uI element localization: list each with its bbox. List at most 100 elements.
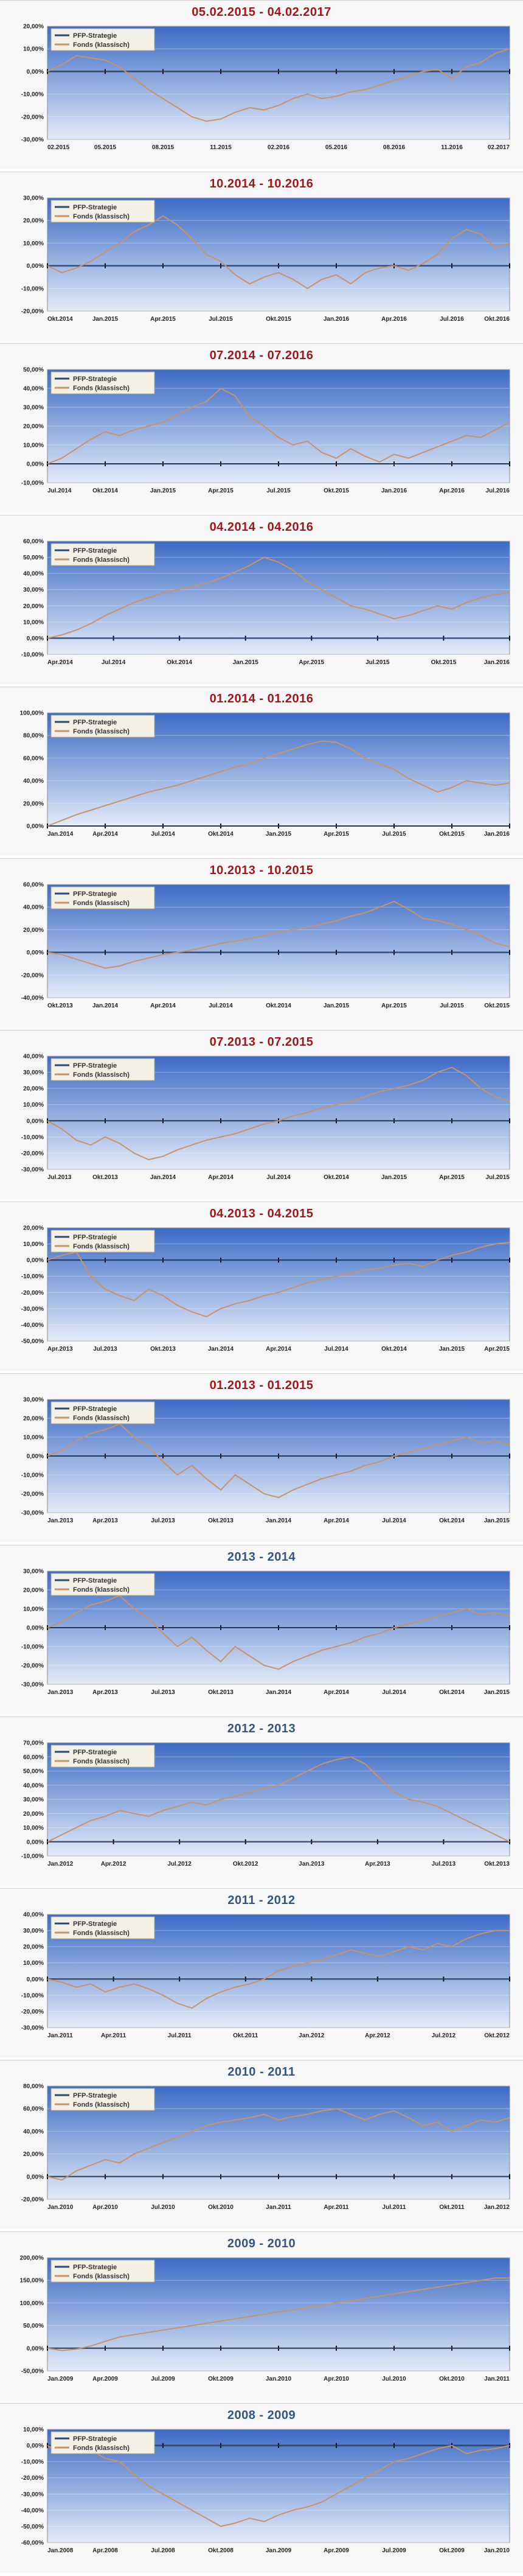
y-tick-label: 100,00% xyxy=(20,710,44,717)
x-tick-label: Apr.2010 xyxy=(324,2376,349,2382)
y-tick-label: 10,00% xyxy=(23,1102,44,1108)
y-tick-label: 0,00% xyxy=(27,950,44,956)
legend: PFP-Strategie Fonds (klassisch) xyxy=(50,1230,155,1253)
y-tick-label: 20,00% xyxy=(23,1225,44,1232)
y-tick-label: 30,00% xyxy=(23,405,44,411)
y-tick-label: -50,00% xyxy=(21,2368,44,2375)
x-tick-label: Jul.2014 xyxy=(209,1003,233,1009)
x-tick-label: Jul.2008 xyxy=(151,2547,175,2554)
legend: PFP-Strategie Fonds (klassisch) xyxy=(50,2088,155,2111)
y-tick-label: 20,00% xyxy=(23,2151,44,2158)
chart-panel: 04.2013 - 04.2015 20,00% 10,00% 0,00% -10,00… xyxy=(0,1202,523,1371)
y-tick-label: 20,00% xyxy=(23,1811,44,1818)
chart-panel: 2013 - 2014 30,00% 20,00% 10,00% 0,00% -10,00… xyxy=(0,1545,523,1714)
y-tick-label: 20,00% xyxy=(23,1587,44,1594)
legend: PFP-Strategie Fonds (klassisch) xyxy=(50,2431,155,2454)
y-tick-label: 10,00% xyxy=(23,1241,44,1248)
y-tick-label: 20,00% xyxy=(23,1416,44,1423)
y-tick-label: -10,00% xyxy=(21,652,44,659)
x-tick-label: Jul.2014 xyxy=(382,1517,406,1524)
legend-label: Fonds (klassisch) xyxy=(73,1758,130,1765)
x-tick-label: 02.2016 xyxy=(268,144,290,151)
x-tick-label: Jan.2014 xyxy=(266,1689,292,1696)
y-tick-label: 20,00% xyxy=(23,24,44,30)
x-tick-label: Jul.2013 xyxy=(93,1346,117,1353)
x-tick-label: Jul.2012 xyxy=(432,2032,456,2039)
y-tick-label: -30,00% xyxy=(21,1682,44,1689)
legend-label: PFP-Strategie xyxy=(73,1749,117,1756)
x-tick-label: Jul.2011 xyxy=(383,2204,406,2211)
y-tick-label: 30,00% xyxy=(23,1397,44,1404)
x-tick-label: Jan.2011 xyxy=(47,2032,73,2039)
y-tick-label: 40,00% xyxy=(23,1912,44,1919)
x-tick-label: Okt.2016 xyxy=(484,316,510,323)
x-tick-label: Okt.2013 xyxy=(484,1861,510,1867)
line-chart: 80,00%60,00%40,00%20,00%0,00%-20,00%Jan.… xyxy=(21,2084,510,2211)
x-tick-label: Apr.2015 xyxy=(439,1174,465,1181)
x-tick-label: Apr.2016 xyxy=(381,316,407,323)
x-tick-label: Jan.2012 xyxy=(484,2204,510,2211)
legend: PFP-Strategie Fonds (klassisch) xyxy=(50,2259,155,2283)
x-tick-label: Apr.2015 xyxy=(324,831,349,838)
line-chart: 60,00% 50,00% 40,00% 30,00% 20,00% 10,00% 0,00… xyxy=(21,539,510,666)
x-tick-label: Apr.2014 xyxy=(47,659,73,666)
x-tick-label: Jan.2015 xyxy=(484,1689,510,1696)
x-tick-label: Jan.2013 xyxy=(47,1517,74,1524)
legend: PFP-Strategie Fonds (klassisch) xyxy=(50,1916,155,1939)
legend: PFP-Strategie Fonds (klassisch) xyxy=(50,1573,155,1596)
legend-box xyxy=(50,715,155,738)
chart-title: 05.02.2015 - 04.02.2017 xyxy=(192,5,331,19)
x-tick-label: Okt.2010 xyxy=(439,2376,465,2382)
chart-panel: 2009 - 2010 200,00% 150,00% 100,00% 50,00% 0,… xyxy=(0,2231,523,2401)
y-tick-label: 70,00% xyxy=(23,1740,44,1747)
y-tick-label: 10,00% xyxy=(23,443,44,449)
y-tick-label: 10,00% xyxy=(23,1960,44,1967)
x-tick-label: Jan.2014 xyxy=(266,1517,292,1524)
y-tick-label: -10,00% xyxy=(21,1134,44,1141)
x-tick-label: Okt.2015 xyxy=(324,488,349,494)
x-tick-label: Apr.2011 xyxy=(101,2032,126,2039)
x-tick-label: Apr.2008 xyxy=(92,2547,118,2554)
x-tick-label: Jan.2009 xyxy=(266,2547,292,2554)
legend-label: PFP-Strategie xyxy=(73,547,117,555)
legend-box xyxy=(50,886,155,909)
y-tick-label: 30,00% xyxy=(23,1569,44,1575)
x-tick-label: Apr.2011 xyxy=(324,2204,349,2211)
x-tick-label: Jan.2014 xyxy=(47,831,74,838)
legend-box xyxy=(50,2259,155,2283)
legend-label: PFP-Strategie xyxy=(73,1920,117,1928)
y-tick-label: 60,00% xyxy=(23,755,44,762)
x-tick-label: Jan.2011 xyxy=(484,2376,510,2382)
legend-box xyxy=(50,28,155,51)
y-tick-label: 50,00% xyxy=(23,1768,44,1775)
legend-label: PFP-Strategie xyxy=(73,1234,117,1241)
legend-label: Fonds (klassisch) xyxy=(73,385,130,392)
line-chart: 70,00% 60,00% 50,00% 40,00% 30,00% 20,00% 10,0… xyxy=(21,1740,510,1867)
x-tick-label: Okt.2013 xyxy=(208,1517,234,1524)
chart-title: 2009 - 2010 xyxy=(227,2237,296,2250)
chart-panel: 01.2014 - 01.2016 100,00% 80,00% 60,00% 40,0… xyxy=(0,687,523,856)
y-tick-label: 10,00% xyxy=(23,619,44,626)
y-tick-label: -10,00% xyxy=(21,1853,44,1860)
y-tick-label: -20,00% xyxy=(21,2475,44,2482)
x-tick-label: 11.2015 xyxy=(210,144,232,151)
y-tick-label: 20,00% xyxy=(23,800,44,807)
y-tick-label: -30,00% xyxy=(21,1510,44,1517)
series-line-fund xyxy=(47,1423,510,1499)
legend-box xyxy=(50,2431,155,2454)
y-tick-label: 10,00% xyxy=(23,1606,44,1613)
legend-box xyxy=(50,1745,155,1768)
y-tick-label: 0,00% xyxy=(27,824,44,830)
legend-label: Fonds (klassisch) xyxy=(73,1071,130,1079)
y-tick-label: 20,00% xyxy=(23,603,44,610)
x-tick-label: Okt.2011 xyxy=(439,2204,465,2211)
legend-label: PFP-Strategie xyxy=(73,2435,117,2443)
x-tick-label: Jul.2015 xyxy=(382,831,406,838)
x-tick-label: Jul.2015 xyxy=(365,659,390,666)
legend-label: Fonds (klassisch) xyxy=(73,556,130,564)
x-tick-label: 02.2015 xyxy=(47,144,70,151)
line-chart: 60,00%40,00%20,00%0,00%-20,00%-40,00%Okt… xyxy=(21,882,510,1009)
x-tick-label: Jan.2016 xyxy=(484,659,510,666)
x-tick-label: Jan.2010 xyxy=(266,2376,292,2382)
y-tick-label: 30,00% xyxy=(23,195,44,202)
